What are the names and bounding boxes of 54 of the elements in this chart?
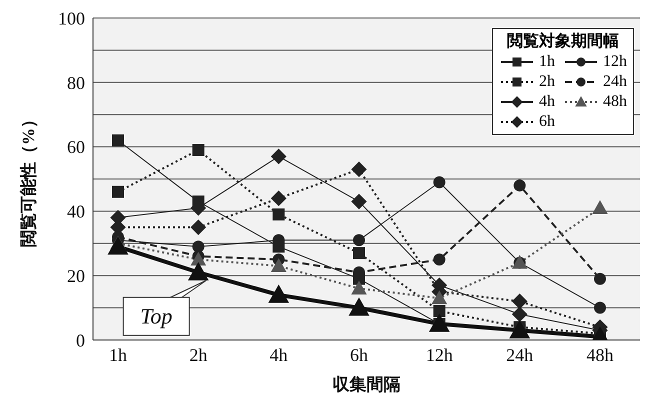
x-tick-label: 12h: [426, 344, 453, 365]
y-tick-label: 100: [58, 8, 85, 28]
point: [192, 240, 204, 253]
x-tick-label: 1h: [109, 344, 127, 365]
point: [433, 305, 446, 318]
y-tick-label: 40: [67, 202, 85, 222]
x-axis-title: 収集間隔: [332, 375, 400, 394]
point: [351, 194, 367, 210]
point: [268, 284, 290, 303]
x-tick-label: 4h: [270, 344, 288, 365]
x-tick-label: 48h: [586, 344, 614, 365]
point: [353, 247, 365, 260]
point: [592, 200, 608, 214]
point: [433, 254, 446, 266]
x-tick-label: 24h: [506, 344, 534, 365]
y-tick-label: 80: [67, 72, 85, 93]
legend-label: 4h: [539, 93, 555, 111]
point: [190, 252, 206, 266]
point: [270, 148, 286, 164]
point: [594, 272, 606, 285]
point: [512, 294, 528, 310]
y-axis-title: 閲覧可能性（%）: [19, 111, 38, 247]
y-tick-label: 60: [67, 137, 85, 158]
legend-label: 12h: [603, 53, 627, 71]
point: [112, 134, 124, 146]
point: [594, 302, 606, 314]
point: [192, 144, 204, 156]
y-tick-label: 0: [76, 330, 85, 350]
point: [272, 208, 285, 220]
point: [512, 306, 528, 322]
legend-label: 24h: [603, 73, 627, 91]
point: [351, 162, 367, 178]
point: [433, 176, 446, 188]
legend-label: 6h: [539, 113, 555, 131]
point: [428, 314, 450, 332]
point: [270, 258, 286, 272]
annotation: Top: [140, 303, 172, 328]
legend-label: 1h: [539, 53, 555, 71]
point: [270, 190, 286, 206]
legend-title: 閲覧対象期間幅: [506, 31, 620, 52]
point: [353, 234, 365, 246]
point: [509, 320, 530, 338]
x-tick-label: 6h: [350, 344, 368, 365]
point: [514, 179, 526, 192]
point: [351, 280, 367, 294]
point: [112, 186, 124, 198]
point: [432, 290, 448, 304]
point: [188, 262, 209, 280]
x-tick-label: 2h: [189, 344, 208, 365]
legend-label: 2h: [539, 73, 555, 91]
point: [348, 297, 370, 316]
point: [190, 220, 206, 236]
y-tick-label: 20: [67, 266, 85, 286]
legend-label: 48h: [603, 93, 627, 111]
